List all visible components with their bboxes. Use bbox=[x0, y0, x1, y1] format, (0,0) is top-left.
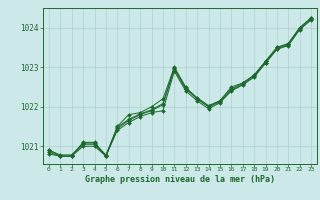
X-axis label: Graphe pression niveau de la mer (hPa): Graphe pression niveau de la mer (hPa) bbox=[85, 175, 275, 184]
